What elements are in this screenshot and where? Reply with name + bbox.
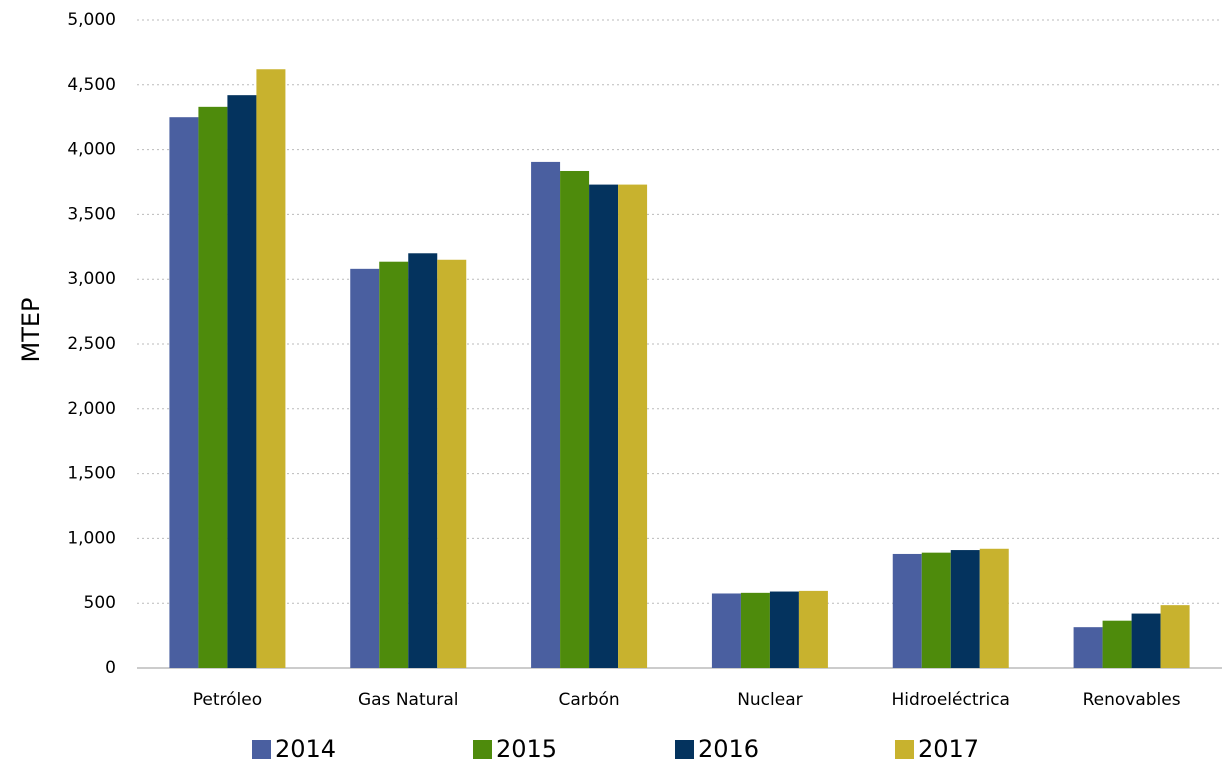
bar <box>256 69 286 669</box>
bar <box>198 106 228 668</box>
bar <box>1073 627 1103 668</box>
legend-swatch <box>473 740 492 759</box>
bar <box>769 591 799 668</box>
y-tick-label: 500 <box>84 593 116 613</box>
legend-swatch <box>895 740 914 759</box>
y-tick-label: 3,500 <box>67 204 116 224</box>
x-tick-label: Hidroeléctrica <box>892 690 1010 710</box>
bar <box>921 552 951 668</box>
y-tick-label: 2,500 <box>67 334 116 354</box>
bar <box>379 261 409 668</box>
bar <box>589 184 619 669</box>
legend-label: 2014 <box>275 735 336 763</box>
bar <box>560 170 590 668</box>
y-tick-label: 2,000 <box>67 399 116 419</box>
y-tick-label: 5,000 <box>67 10 116 30</box>
bar <box>1102 620 1132 668</box>
bar <box>1160 605 1190 668</box>
x-tick-label: Renovables <box>1083 690 1181 710</box>
bar <box>227 95 257 669</box>
legend-label: 2017 <box>918 735 979 763</box>
bar <box>979 548 1009 668</box>
legend-swatch <box>252 740 271 759</box>
y-tick-label: 0 <box>105 658 116 678</box>
bar <box>892 553 922 668</box>
x-tick-label: Nuclear <box>737 690 802 710</box>
bar <box>408 253 438 668</box>
bar <box>350 268 380 668</box>
y-tick-label: 3,000 <box>67 269 116 289</box>
y-axis-label: MTEP <box>17 297 45 362</box>
bar <box>531 161 561 669</box>
x-tick-label: Gas Natural <box>358 690 459 710</box>
bar <box>740 592 770 668</box>
bar <box>798 590 828 668</box>
x-tick-label: Carbón <box>558 690 619 710</box>
legend-label: 2016 <box>698 735 759 763</box>
bar <box>169 117 199 668</box>
legend-label: 2015 <box>496 735 557 763</box>
bar <box>618 184 648 669</box>
y-tick-label: 4,000 <box>67 140 116 160</box>
bar <box>1131 613 1161 668</box>
bar <box>711 593 741 668</box>
bar <box>437 259 467 668</box>
x-tick-label: Petróleo <box>193 690 262 710</box>
y-tick-label: 1,000 <box>67 528 116 548</box>
y-tick-label: 1,500 <box>67 464 116 484</box>
y-tick-label: 4,500 <box>67 75 116 95</box>
legend-swatch <box>675 740 694 759</box>
bar <box>950 550 980 668</box>
